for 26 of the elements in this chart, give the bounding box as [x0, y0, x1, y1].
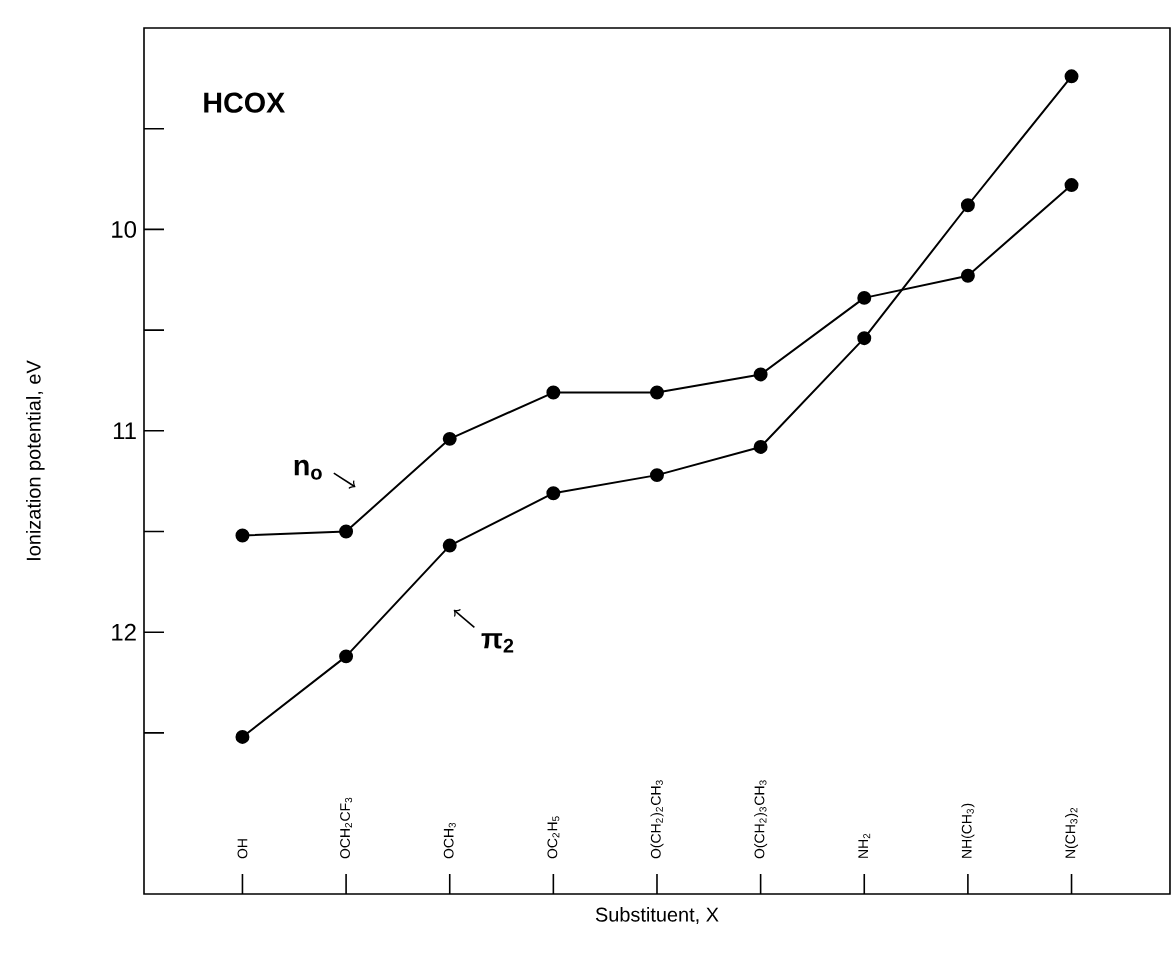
point	[960, 268, 975, 283]
legend-label: n$_{o}$	[294, 459, 322, 480]
y-tick-label: 10	[112, 220, 137, 238]
point	[1064, 69, 1079, 84]
text: HCOX	[204, 92, 285, 113]
point	[546, 486, 561, 501]
point	[546, 385, 561, 400]
y-tick-label: 12	[112, 623, 136, 641]
point	[442, 431, 457, 446]
point	[235, 528, 250, 543]
text: π$_{2}$	[481, 633, 514, 653]
point	[857, 331, 872, 346]
y-axis-title: Ionization potential, eV	[26, 360, 45, 560]
point	[1064, 178, 1079, 193]
point	[650, 468, 664, 483]
point	[339, 524, 354, 539]
point	[753, 367, 768, 382]
point	[650, 385, 664, 400]
y-tick-label: 11	[113, 422, 136, 440]
point	[339, 649, 354, 664]
point	[235, 729, 250, 744]
point	[442, 538, 457, 553]
point	[857, 290, 872, 305]
point	[960, 198, 975, 213]
point	[753, 439, 768, 454]
x-axis-title: Substituent, X	[595, 907, 719, 925]
